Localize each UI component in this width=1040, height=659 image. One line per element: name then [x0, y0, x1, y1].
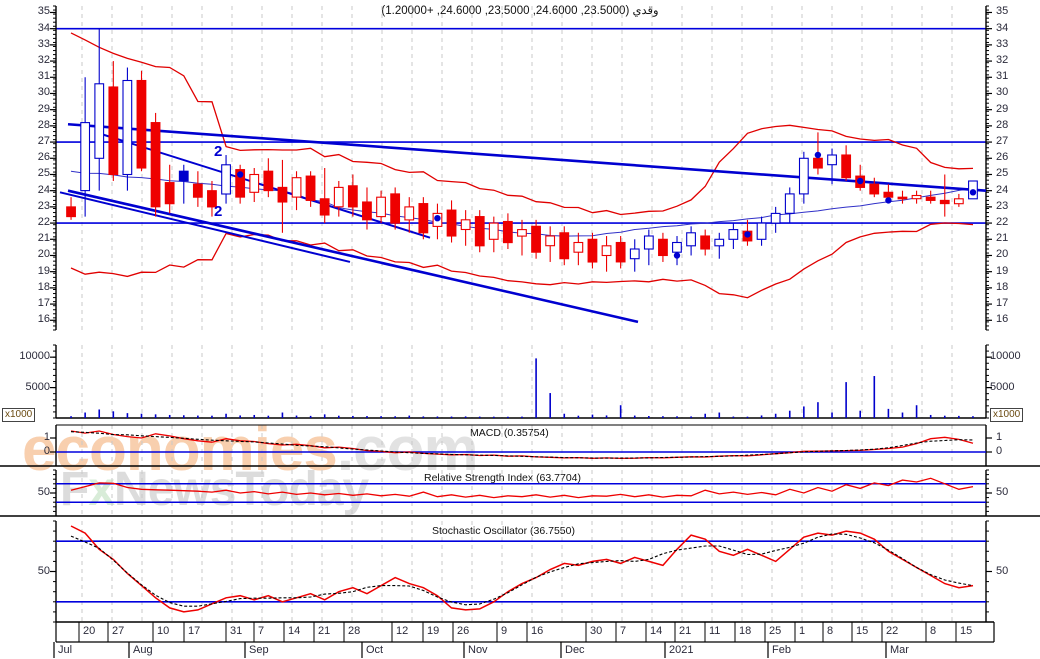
trendline-annotation: 2	[214, 143, 222, 160]
volume-unit-tag-right: x1000	[990, 408, 1024, 422]
macd-panel-title: MACD (0.35754)	[470, 427, 549, 439]
chart-title: وقدي (23.5000, 24.6000, 23.5000, 24.6000…	[0, 3, 1040, 17]
quote-values: (23.5000, 24.6000, 23.5000, 24.6000, +1.…	[381, 5, 630, 17]
stoch-panel-title: Stochastic Oscillator (36.7550)	[432, 525, 575, 537]
rsi-panel-title: Relative Strength Index (63.7704)	[424, 472, 582, 484]
volume-unit-tag: x1000	[2, 408, 36, 422]
trendline-annotation: 2	[214, 203, 222, 220]
